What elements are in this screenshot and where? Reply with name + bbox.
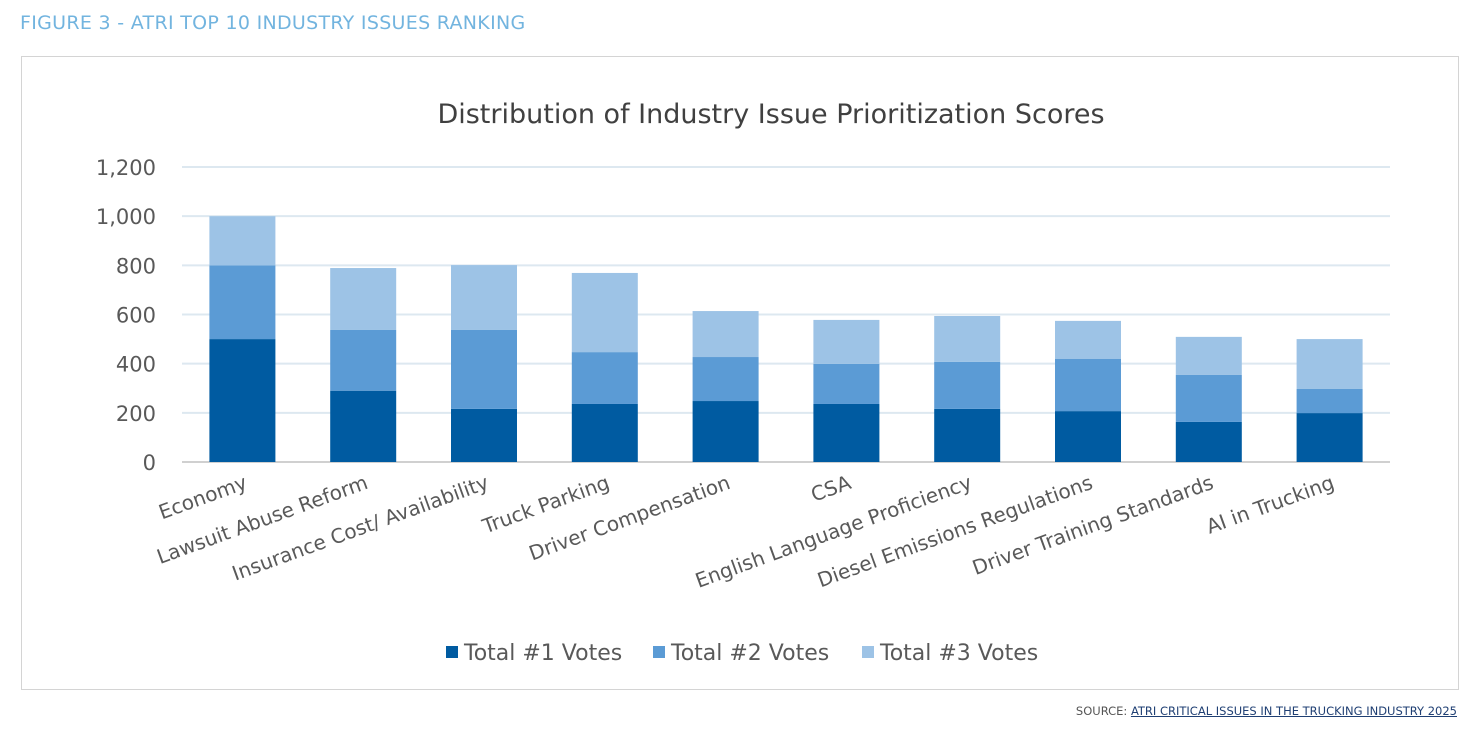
y-tick-label: 1,000 xyxy=(96,205,156,229)
bar-segment xyxy=(330,268,397,330)
bar-segment xyxy=(1175,336,1242,375)
y-tick-label: 400 xyxy=(116,353,156,377)
source-prefix: SOURCE: xyxy=(1075,704,1131,718)
bar-segment xyxy=(451,329,517,409)
source-link[interactable]: ATRI CRITICAL ISSUES IN THE TRUCKING IND… xyxy=(1130,704,1457,718)
bar-segment xyxy=(813,319,880,364)
bar-segment xyxy=(934,408,1001,462)
bar-segment xyxy=(1055,411,1121,462)
bar-segment xyxy=(451,408,517,462)
bar-segment xyxy=(1175,374,1242,422)
x-tick-label: AI in Trucking xyxy=(1203,470,1337,538)
legend-label: Total #1 Votes xyxy=(463,641,622,666)
figure-title: FIGURE 3 - ATRI TOP 10 INDUSTRY ISSUES R… xyxy=(20,12,526,34)
bar-segment xyxy=(1055,358,1121,412)
bar-segment xyxy=(1296,339,1363,389)
bar-segment xyxy=(571,403,638,462)
bar-segment xyxy=(209,339,276,462)
bar-segment xyxy=(813,403,880,462)
chart-title: Distribution of Industry Issue Prioritiz… xyxy=(437,99,1104,130)
bar-segment xyxy=(1296,388,1363,414)
y-tick-label: 1,200 xyxy=(96,156,156,180)
chart-frame xyxy=(21,56,1459,690)
source-note: SOURCE: ATRI CRITICAL ISSUES IN THE TRUC… xyxy=(1076,704,1457,718)
legend-swatch xyxy=(653,646,665,658)
bar-segment xyxy=(451,265,517,330)
legend-label: Total #2 Votes xyxy=(670,641,829,666)
bar-segment xyxy=(330,329,397,391)
bar-segment xyxy=(209,265,276,340)
bar-segment xyxy=(813,363,880,404)
legend-swatch xyxy=(862,646,874,658)
bar-segment xyxy=(209,216,276,266)
legend-swatch xyxy=(446,646,458,658)
bar-segment xyxy=(692,401,759,462)
bar-segment xyxy=(1296,413,1363,462)
y-tick-label: 800 xyxy=(116,254,156,278)
y-tick-label: 0 xyxy=(143,451,156,475)
bar-segment xyxy=(934,315,1001,362)
y-tick-label: 600 xyxy=(116,304,156,328)
y-tick-label: 200 xyxy=(116,402,156,426)
bar-segment xyxy=(1175,421,1242,462)
bar-segment xyxy=(934,361,1001,409)
bar-segment xyxy=(571,352,638,404)
legend-label: Total #3 Votes xyxy=(879,641,1038,666)
bar-segment xyxy=(571,272,638,353)
x-tick-label: Driver Compensation xyxy=(526,470,734,565)
bar-segment xyxy=(692,311,759,358)
x-tick-label: CSA xyxy=(808,470,855,507)
bar-segment xyxy=(692,357,759,402)
bar-segment xyxy=(1055,320,1121,359)
bar-segment xyxy=(330,390,397,462)
